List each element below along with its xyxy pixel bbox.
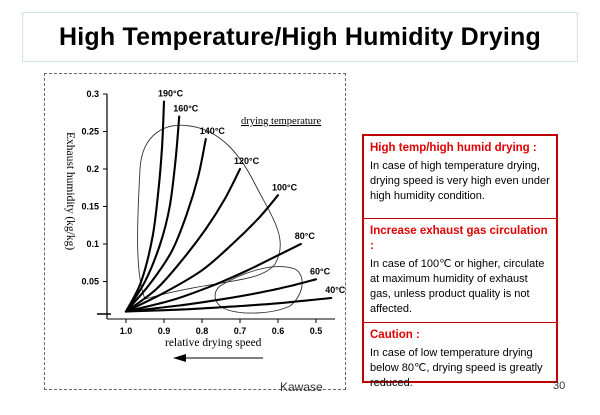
x-tick-label: 0.6 xyxy=(272,326,285,336)
high-temp-region-outline xyxy=(137,124,281,300)
note-body: In case of low temperature drying below … xyxy=(370,347,543,389)
note-exhaust-circulation: Increase exhaust gas circulation : In ca… xyxy=(364,218,556,322)
series-line xyxy=(124,296,333,313)
note-heading: High temp/high humid drying : xyxy=(370,142,537,154)
note-caution: Caution : In case of low temperature dry… xyxy=(364,322,556,395)
series-label: 100°C xyxy=(272,182,298,192)
y-tick-label: 0.15 xyxy=(81,202,99,212)
series-label: 190°C xyxy=(158,89,184,99)
note-body: In case of high temperature drying, dryi… xyxy=(370,160,550,202)
footer-author: Kawase xyxy=(280,380,323,394)
x-tick-label: 0.7 xyxy=(234,326,247,336)
y-tick-label: 0.25 xyxy=(81,127,99,137)
series-label: 60°C xyxy=(310,266,331,276)
y-tick-label: 0.1 xyxy=(86,239,99,249)
page-number: 30 xyxy=(553,380,566,392)
x-tick-label: 0.5 xyxy=(310,326,323,336)
y-tick-label: 0.2 xyxy=(86,164,99,174)
series-lines xyxy=(124,100,333,313)
note-heading: Increase exhaust gas circulation : xyxy=(370,225,548,252)
annotation-label: drying temperature xyxy=(241,116,322,127)
low-temp-region-outline xyxy=(214,266,303,314)
note-heading: Caution : xyxy=(370,329,420,341)
x-tick-label: 1.0 xyxy=(120,326,133,336)
y-ticks: 0.05 0.1 0.15 0.2 0.25 0.3 xyxy=(81,89,107,287)
series-line xyxy=(124,115,181,313)
notes-panel: High temp/high humid drying : In case of… xyxy=(362,134,558,389)
series-label: 80°C xyxy=(295,231,316,241)
series-line xyxy=(124,194,280,313)
chart-frame: 0.05 0.1 0.15 0.2 0.25 0.3 1.0 0.9 0.8 0.7 0.6 0.5… xyxy=(44,73,346,390)
series-label: 160°C xyxy=(173,104,199,114)
slide-title: High Temperature/High Humidity Drying xyxy=(59,22,541,51)
drying-chart: 0.05 0.1 0.15 0.2 0.25 0.3 1.0 0.9 0.8 0.7 0.6 0.5… xyxy=(64,89,345,362)
series-labels: 190°C 160°C 140°C 120°C 100°C 80°C 60°C 40°C xyxy=(158,89,345,296)
series-label: 40°C xyxy=(325,285,345,295)
series-label: 120°C xyxy=(234,156,260,166)
x-tick-label: 0.8 xyxy=(196,326,209,336)
series-line xyxy=(124,137,207,313)
x-ticks: 1.0 0.9 0.8 0.7 0.6 0.5 xyxy=(120,319,323,336)
x-direction-arrow xyxy=(173,354,263,362)
series-line xyxy=(124,278,318,313)
x-axis-label: relative drying speed xyxy=(165,337,262,349)
series-line xyxy=(124,242,302,313)
slide-title-box: High Temperature/High Humidity Drying xyxy=(22,12,578,62)
y-axis-label: Exhaust humidity (kg/kg) xyxy=(64,132,76,250)
y-tick-label: 0.3 xyxy=(86,89,99,99)
y-tick-label: 0.05 xyxy=(81,277,99,287)
series-line xyxy=(124,100,166,313)
series-line xyxy=(124,167,242,313)
region-envelopes xyxy=(137,124,303,314)
note-body: In case of 100℃ or higher, circulate at … xyxy=(370,258,545,315)
series-label: 140°C xyxy=(200,126,226,136)
x-tick-label: 0.9 xyxy=(158,326,171,336)
note-high-temp: High temp/high humid drying : In case of… xyxy=(364,136,556,218)
